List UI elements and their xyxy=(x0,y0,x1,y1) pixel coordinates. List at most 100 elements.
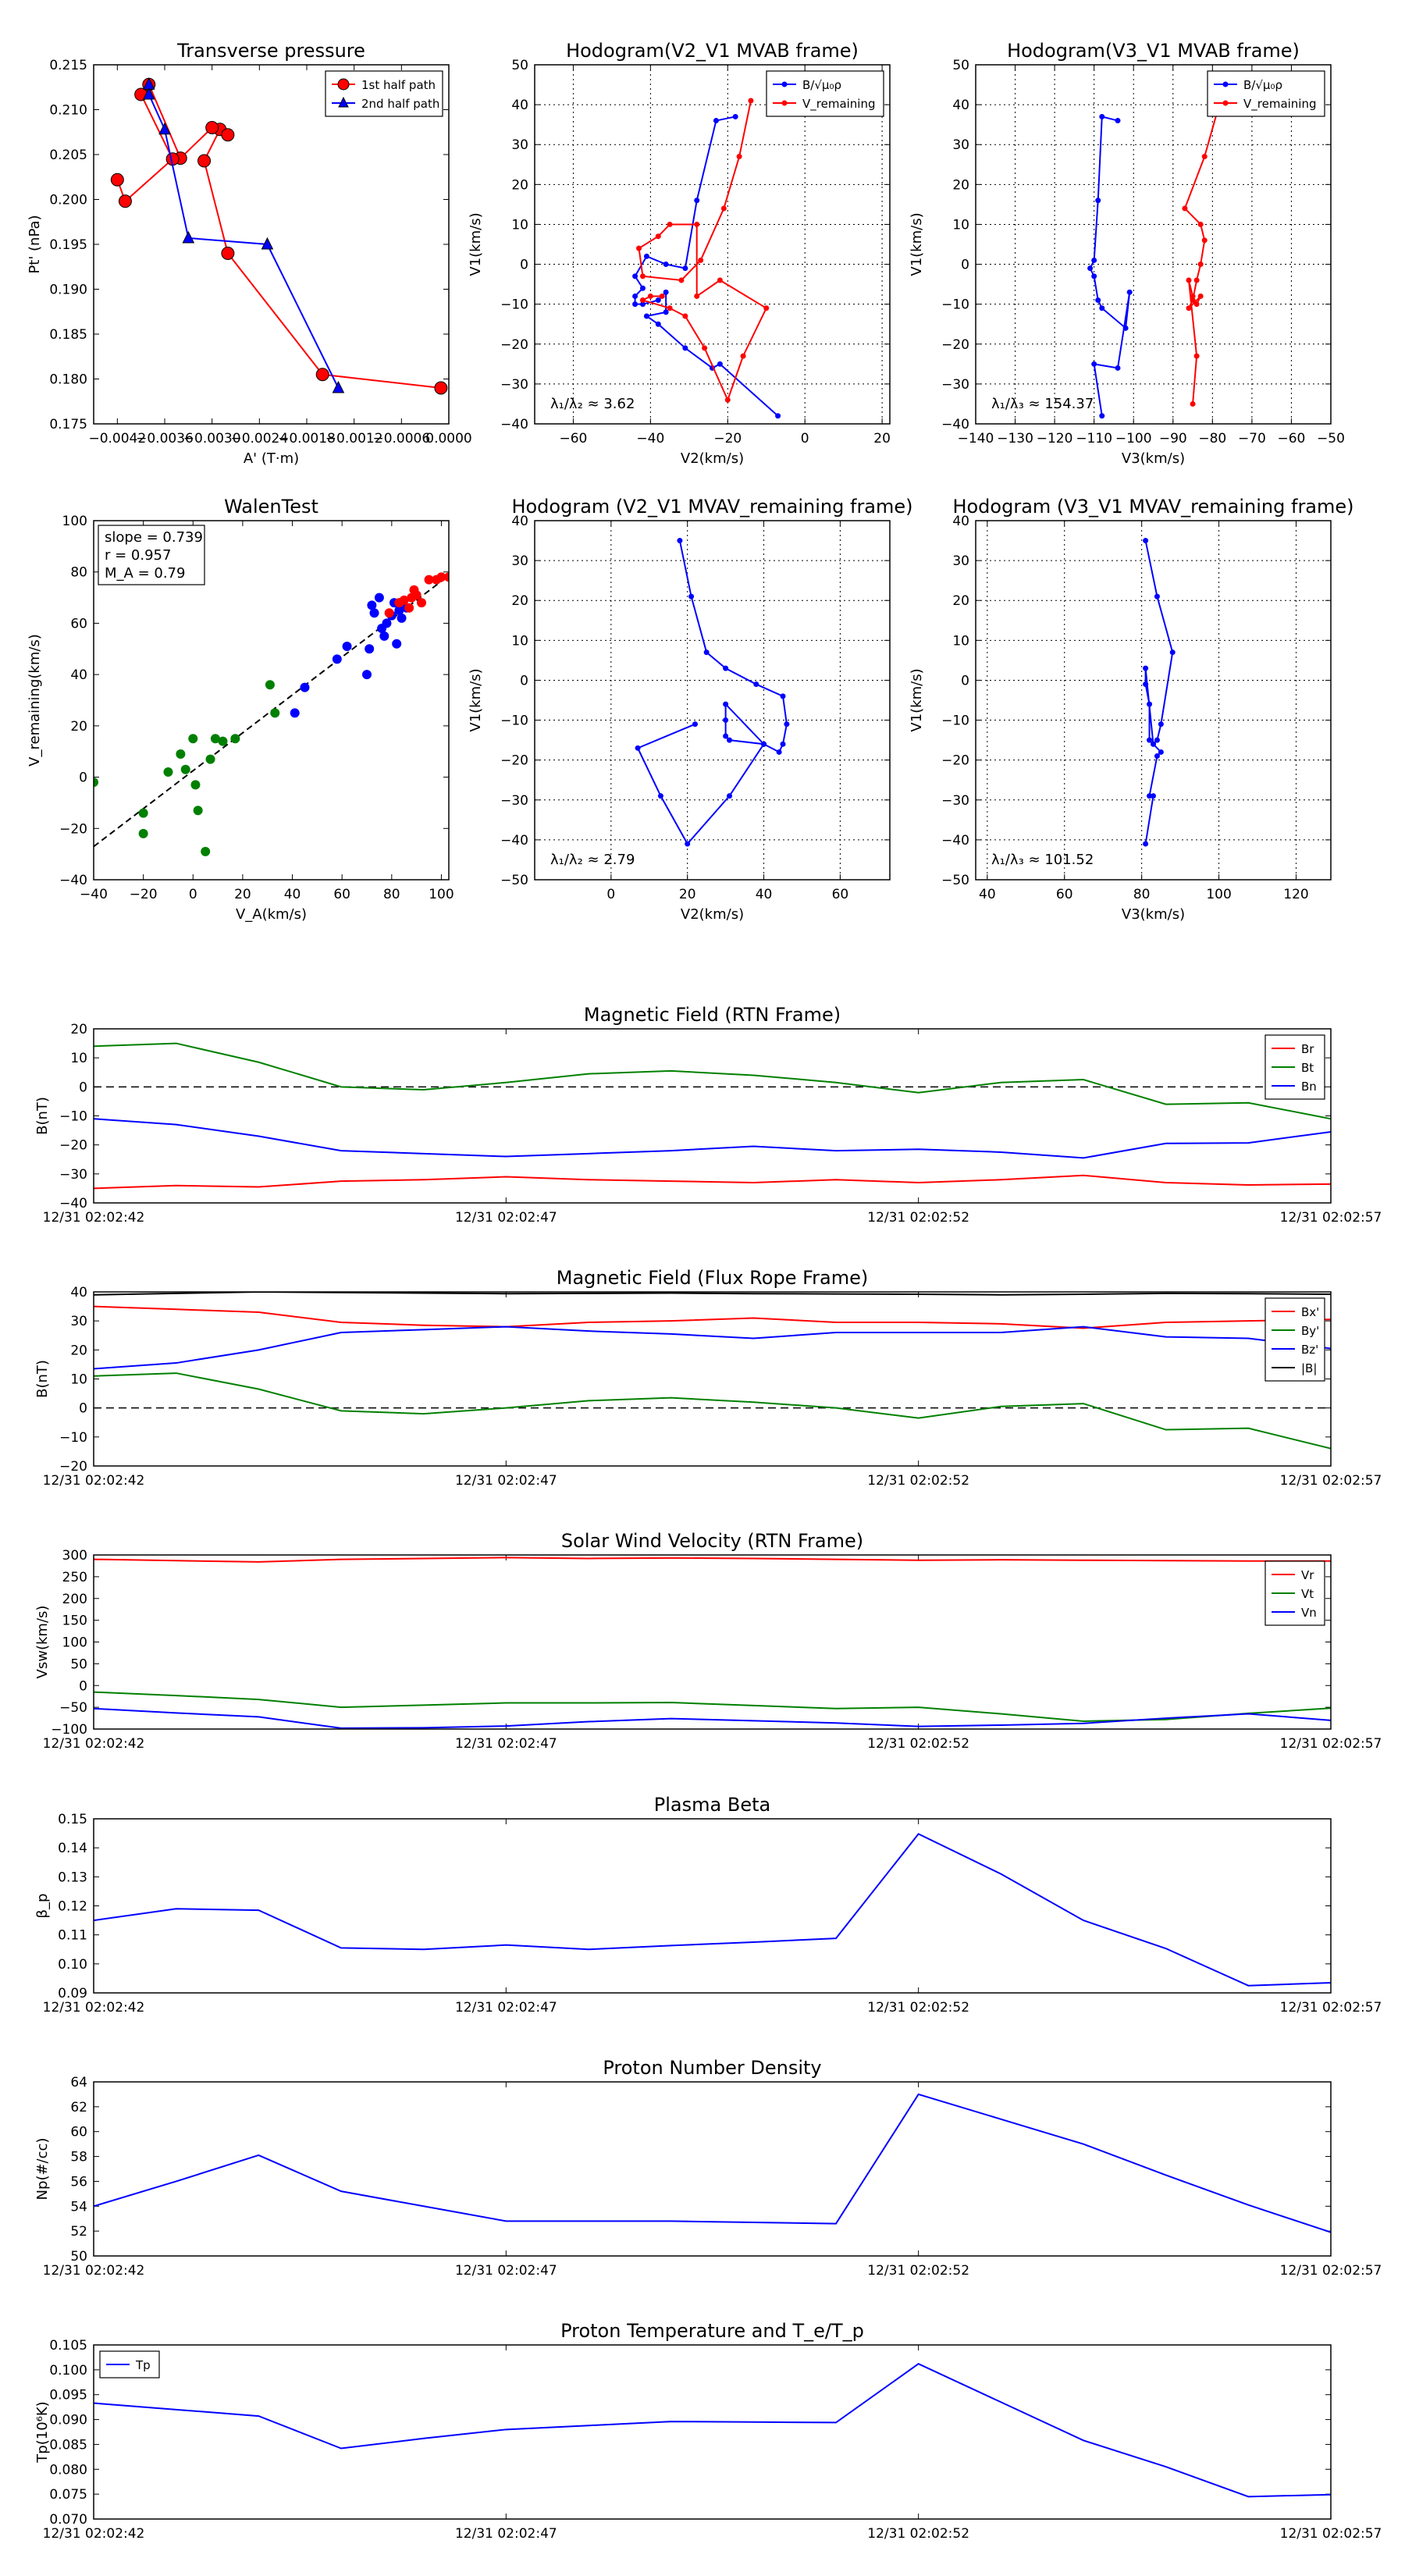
series-B/√μ₀ρ xyxy=(1087,113,1133,419)
data-point xyxy=(384,608,394,618)
data-point xyxy=(1201,154,1208,160)
series-line xyxy=(638,100,768,403)
x-tick-label: 12/31 02:02:42 xyxy=(43,2000,145,2016)
plot-frame xyxy=(93,2081,1332,2257)
x-tick-label: −50 xyxy=(1317,431,1345,447)
series-Bt xyxy=(94,1042,1331,1120)
legend-box xyxy=(1207,70,1325,117)
data-point xyxy=(694,197,700,204)
y-tick-label: 0.105 xyxy=(49,2338,87,2354)
series-group-1 xyxy=(94,680,280,856)
data-point xyxy=(1099,305,1105,311)
data-point xyxy=(636,245,642,251)
y-tick-label: 0.085 xyxy=(49,2437,87,2453)
plot-area xyxy=(94,1292,1331,1450)
y-tick-label: 0.15 xyxy=(58,1812,87,1827)
x-tick-label: 40 xyxy=(284,887,301,902)
data-point xyxy=(1158,749,1164,755)
data-point xyxy=(342,642,352,651)
plot-frame xyxy=(93,64,450,425)
x-tick-label: 120 xyxy=(1283,887,1308,902)
x-tick-label: −40 xyxy=(636,431,664,447)
legend: B/√μ₀ρ V_remaining xyxy=(1207,70,1325,117)
y-tick-label: 50 xyxy=(952,58,969,73)
y-tick-label: 20 xyxy=(70,1022,87,1037)
y-tick-label: 100 xyxy=(62,1635,87,1651)
data-point xyxy=(1143,538,1149,544)
data-point xyxy=(1095,297,1101,304)
x-tick-label: −20 xyxy=(713,431,742,447)
data-point xyxy=(163,767,173,777)
y-tick-label: −40 xyxy=(500,833,528,849)
y-axis-label: Pt' (nPa) xyxy=(27,215,43,273)
y-tick-label: 0.200 xyxy=(49,193,87,208)
y-tick-label: 58 xyxy=(70,2150,87,2165)
data-point xyxy=(732,113,738,119)
y-tick-label: −50 xyxy=(941,873,969,888)
data-point xyxy=(643,253,649,259)
data-point xyxy=(1154,593,1160,600)
data-point xyxy=(138,828,148,838)
x-tick-label: 100 xyxy=(1206,887,1231,902)
series-line xyxy=(94,1174,1331,1190)
series-line xyxy=(94,1707,1331,1729)
plot-area xyxy=(94,2093,1331,2233)
data-point xyxy=(639,273,646,279)
data-point xyxy=(436,572,446,582)
legend: Br Bt Bn xyxy=(1264,1034,1325,1100)
y-tick-label: 40 xyxy=(952,98,969,113)
stats-line: M_A = 0.79 xyxy=(105,565,185,582)
y-tick-label: 40 xyxy=(511,98,528,113)
data-point xyxy=(659,293,665,299)
x-tick-label: −60 xyxy=(560,431,588,447)
x-tick-label: 12/31 02:02:57 xyxy=(1280,1473,1382,1489)
x-tick-label: 12/31 02:02:52 xyxy=(867,2526,969,2542)
legend-label: 1st half path xyxy=(361,78,436,92)
legend-label: B/√μ₀ρ xyxy=(1243,78,1282,92)
legend-label: Vr xyxy=(1301,1568,1314,1582)
y-tick-label: −20 xyxy=(500,337,528,353)
y-tick-label: 30 xyxy=(511,553,528,569)
data-point xyxy=(221,128,235,142)
data-point xyxy=(193,806,203,816)
plot-area xyxy=(94,1833,1331,1987)
x-tick-label: −90 xyxy=(1159,431,1187,447)
y-tick-label: −50 xyxy=(59,1700,87,1716)
data-point xyxy=(1143,681,1149,688)
x-tick-label: 12/31 02:02:57 xyxy=(1280,2526,1382,2542)
x-tick-label: 20 xyxy=(873,431,891,447)
data-point xyxy=(720,205,727,212)
x-tick-label: 12/31 02:02:57 xyxy=(1280,2263,1382,2279)
data-point xyxy=(1197,293,1204,299)
y-tick-label: −30 xyxy=(500,793,528,809)
data-point xyxy=(218,736,228,746)
chart-1: Hodogram(V2_V1 MVAB frame) −60 −40 −20 0 20 −4… xyxy=(468,40,891,467)
plot-frame xyxy=(93,520,450,881)
stats-line: r = 0.957 xyxy=(105,547,171,564)
x-tick-label: 0 xyxy=(189,887,197,902)
plot-frame xyxy=(975,520,1332,881)
x-tick-label: 40 xyxy=(979,887,996,902)
x-axis-label: V_A(km/s) xyxy=(236,906,307,923)
data-point xyxy=(404,603,414,613)
y-axis-label: V1(km/s) xyxy=(468,668,484,731)
data-point xyxy=(1095,197,1101,204)
data-point xyxy=(643,313,649,319)
legend-label: V_remaining xyxy=(1243,97,1317,112)
ratio-annotation: λ₁/λ₃ ≈ 101.52 xyxy=(991,852,1094,868)
y-tick-label: 0.09 xyxy=(58,1986,87,2001)
x-tick-label: 12/31 02:02:47 xyxy=(455,1736,557,1752)
x-tick-label: −0.0024 xyxy=(230,431,288,447)
x-tick-label: 12/31 02:02:47 xyxy=(455,1473,557,1489)
series-line xyxy=(94,1833,1331,1987)
y-tick-label: 0.070 xyxy=(49,2512,87,2528)
data-point xyxy=(1122,325,1129,331)
y-tick-label: 40 xyxy=(952,514,969,529)
plot-area xyxy=(1143,538,1176,847)
stats-line: slope = 0.739 xyxy=(105,529,203,546)
chart-title: Plasma Beta xyxy=(654,1794,770,1816)
series-line xyxy=(1183,100,1222,404)
y-tick-label: 0.100 xyxy=(49,2363,87,2379)
y-tick-label: 20 xyxy=(952,593,969,609)
